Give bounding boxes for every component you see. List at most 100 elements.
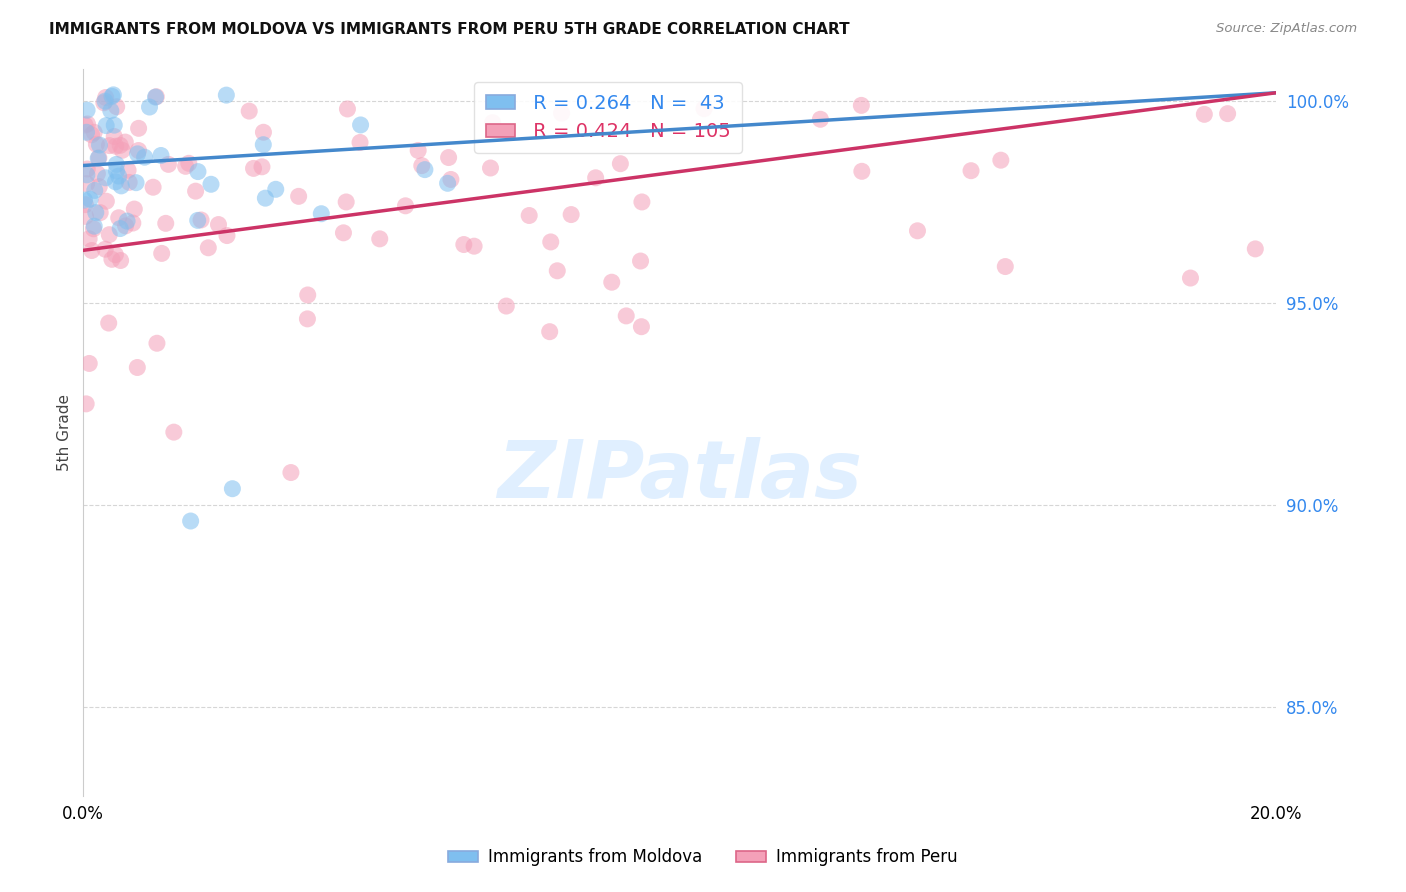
Point [96,194,118,209]
Point [495,299,517,313]
Point [406,144,429,158]
Point [463,239,485,253]
Point [264,182,287,196]
Point [107,169,129,183]
Point [1216,106,1239,120]
Legend: Immigrants from Moldova, Immigrants from Peru: Immigrants from Moldova, Immigrants from… [441,842,965,873]
Point [349,118,371,132]
Point [118,175,141,189]
Point [332,226,354,240]
Point [157,157,180,171]
Point [94,170,117,185]
Text: IMMIGRANTS FROM MOLDOVA VS IMMIGRANTS FROM PERU 5TH GRADE CORRELATION CHART: IMMIGRANTS FROM MOLDOVA VS IMMIGRANTS FR… [49,22,849,37]
Point [280,466,302,480]
Point [93,95,115,110]
Point [114,219,136,233]
Point [105,100,128,114]
Point [517,209,540,223]
Point [105,164,128,178]
Point [349,136,371,150]
Point [111,143,134,157]
Point [631,194,654,209]
Point [125,176,148,190]
Point [994,260,1017,274]
Point [87,151,110,165]
Point [110,178,132,193]
Point [101,89,124,103]
Point [436,176,458,190]
Point [287,189,309,203]
Point [190,213,212,227]
Point [77,232,100,246]
Point [115,214,138,228]
Point [87,152,110,166]
Point [97,316,120,330]
Point [107,211,129,225]
Point [76,125,98,139]
Point [110,138,132,153]
Legend:  R = 0.264   N =  43,  R = 0.424   N = 105: R = 0.264 N = 43, R = 0.424 N = 105 [474,82,742,153]
Point [103,87,125,102]
Point [990,153,1012,168]
Point [1244,242,1267,256]
Point [104,139,127,153]
Point [82,221,104,235]
Point [215,88,238,103]
Point [145,89,167,103]
Point [1194,107,1216,121]
Point [75,197,97,211]
Point [254,191,277,205]
Point [105,157,128,171]
Point [98,138,121,153]
Point [134,150,156,164]
Point [177,156,200,170]
Point [128,144,150,158]
Point [368,232,391,246]
Point [197,241,219,255]
Point [100,103,122,118]
Point [86,167,108,181]
Point [127,146,149,161]
Point [73,118,96,132]
Point [907,224,929,238]
Point [311,207,333,221]
Point [187,213,209,227]
Point [394,199,416,213]
Point [215,228,238,243]
Point [89,179,111,194]
Point [128,121,150,136]
Point [585,170,607,185]
Point [242,161,264,176]
Point [960,163,983,178]
Point [77,356,100,370]
Point [479,161,502,175]
Point [614,309,637,323]
Point [693,102,716,116]
Point [149,148,172,162]
Point [110,253,132,268]
Point [851,98,873,112]
Point [127,360,149,375]
Point [180,514,202,528]
Point [83,183,105,197]
Point [184,184,207,198]
Point [96,119,118,133]
Point [440,172,463,186]
Point [538,325,561,339]
Point [600,275,623,289]
Point [187,164,209,178]
Point [76,117,98,131]
Point [250,160,273,174]
Point [80,128,103,142]
Point [76,161,98,176]
Point [103,129,125,144]
Point [73,193,96,207]
Text: Source: ZipAtlas.com: Source: ZipAtlas.com [1216,22,1357,36]
Point [437,151,460,165]
Point [101,252,124,267]
Point [108,221,131,235]
Point [98,227,121,242]
Y-axis label: 5th Grade: 5th Grade [58,393,72,471]
Point [207,218,229,232]
Point [550,106,572,120]
